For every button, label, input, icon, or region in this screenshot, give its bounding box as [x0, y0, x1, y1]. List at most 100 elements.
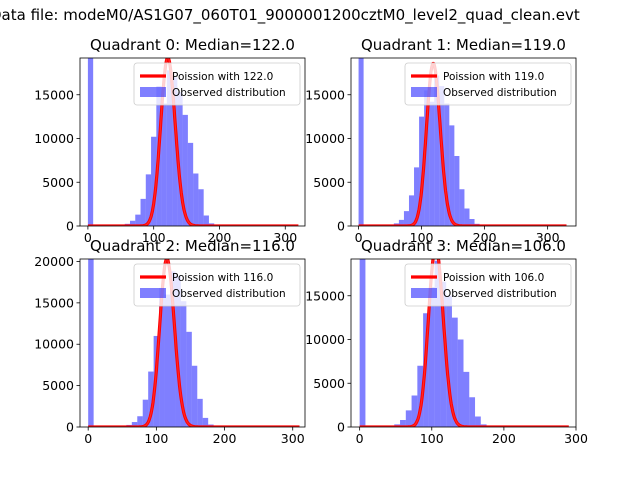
legend-label-observed: Observed distribution [172, 87, 286, 99]
histogram-bar [475, 416, 481, 427]
histogram-bar [202, 417, 209, 427]
x-tick-label: 0 [84, 230, 92, 245]
histogram-bar [170, 271, 176, 427]
x-tick-label: 0 [355, 230, 363, 245]
x-tick-label: 200 [492, 431, 516, 446]
histogram-bar [414, 167, 420, 226]
histogram-bar [203, 215, 209, 226]
axes-frame [79, 57, 306, 227]
x-tick-label: 100 [420, 431, 444, 446]
legend-label-poisson: Poission with 119.0 [443, 71, 544, 83]
y-tick-label: 15000 [34, 295, 74, 310]
histogram-bar [191, 365, 198, 427]
histogram-bar [187, 142, 194, 226]
histogram-bar [424, 90, 430, 226]
axes-frame [350, 57, 577, 227]
x-tick-label: 200 [473, 230, 497, 245]
histogram-bar [428, 287, 435, 427]
histogram-bar [405, 410, 412, 427]
histogram-bar [469, 219, 475, 226]
legend-label-poisson: Poission with 122.0 [172, 71, 273, 83]
poisson-curve-highlight [87, 58, 299, 226]
y-tick-label: 0 [66, 219, 74, 234]
y-tick-label: 10000 [305, 131, 345, 146]
histogram-bar [419, 116, 425, 226]
histogram-bar [148, 371, 154, 427]
legend-bar-swatch [411, 288, 437, 298]
y-tick-label: 5000 [42, 175, 74, 190]
legend-box [404, 62, 572, 106]
histogram-bar [186, 331, 192, 427]
histogram-bar [166, 70, 173, 226]
plot-area [357, 58, 568, 226]
y-tick-label: 0 [337, 420, 345, 435]
histogram-bar [131, 422, 138, 427]
histogram-bar [137, 416, 143, 427]
histogram-bar [88, 259, 94, 427]
plot-area [86, 58, 300, 226]
histogram-bar [469, 397, 476, 427]
histogram-bar [130, 220, 136, 226]
poisson-curve [86, 58, 300, 226]
subplot-title: Quadrant 3: Median=106.0 [361, 237, 566, 255]
histogram-bar [161, 103, 167, 226]
y-tick-label: 10000 [34, 131, 74, 146]
histogram-bar [408, 195, 415, 226]
subplot-0: 0 100 200 300 0 5000 10000 15000 Quadrant 0: Med… [34, 36, 306, 245]
histogram-bar [463, 371, 470, 427]
x-tick-label: 100 [410, 230, 434, 245]
axes-frame [350, 258, 577, 428]
histogram-bar [159, 287, 165, 427]
x-tick-label: 0 [84, 431, 92, 446]
legend-box [404, 263, 572, 307]
subplot-title: Quadrant 2: Median=116.0 [90, 237, 295, 255]
x-tick-label: 300 [564, 431, 588, 446]
histogram-bar [175, 276, 181, 427]
histogram-bar [464, 208, 470, 226]
histogram-bar [142, 399, 149, 427]
histogram-bar [197, 398, 203, 427]
y-tick-label: 0 [337, 219, 345, 234]
histogram-bar [459, 189, 465, 226]
y-tick-label: 15000 [34, 87, 74, 102]
y-tick-label: 20000 [34, 254, 74, 269]
y-tick-label: 5000 [313, 376, 345, 391]
histogram-bar [358, 58, 364, 226]
histogram-bar [164, 294, 170, 427]
histogram-bar [417, 365, 424, 427]
legend-box [133, 263, 301, 307]
histogram-bar [446, 295, 452, 427]
legend-bar-swatch [411, 87, 437, 97]
axes-frame [79, 258, 306, 428]
legend-label-observed: Observed distribution [443, 87, 557, 99]
x-tick-label: 300 [281, 431, 305, 446]
x-tick-label: 300 [536, 230, 560, 245]
histogram-bar [177, 92, 183, 226]
histogram-bar [398, 219, 404, 226]
x-tick-label: 200 [213, 431, 237, 446]
y-tick-label: 5000 [42, 378, 74, 393]
legend-label-observed: Observed distribution [443, 288, 557, 300]
subplot-3: 0 100 200 300 0 5000 10000 15000 Quadrant 3: Med… [305, 237, 588, 446]
legend-label-observed: Observed distribution [172, 288, 286, 300]
subplot-title: Quadrant 1: Median=119.0 [361, 36, 566, 54]
subplot-1: 0 100 200 300 0 5000 10000 15000 Quadrant 1: Med… [305, 36, 577, 245]
histogram-bar [198, 189, 204, 226]
subplot-2: 0 100 200 300 0 5000 10000 15000 20000 Quadrant 2… [34, 237, 306, 446]
y-tick-label: 10000 [34, 337, 74, 352]
histogram-bar [359, 259, 366, 427]
y-tick-label: 5000 [313, 175, 345, 190]
y-tick-label: 0 [66, 420, 74, 435]
y-tick-label: 15000 [305, 288, 345, 303]
legend-label-poisson: Poission with 116.0 [172, 272, 273, 284]
subplot-title: Quadrant 0: Median=122.0 [90, 36, 295, 54]
histogram-bar [457, 339, 464, 427]
histogram-bar [454, 156, 460, 226]
legend-box [133, 62, 301, 106]
histogram-bar [429, 101, 435, 226]
histogram-bar [182, 114, 188, 226]
histogram-bar [411, 395, 418, 427]
y-tick-label: 10000 [305, 332, 345, 347]
